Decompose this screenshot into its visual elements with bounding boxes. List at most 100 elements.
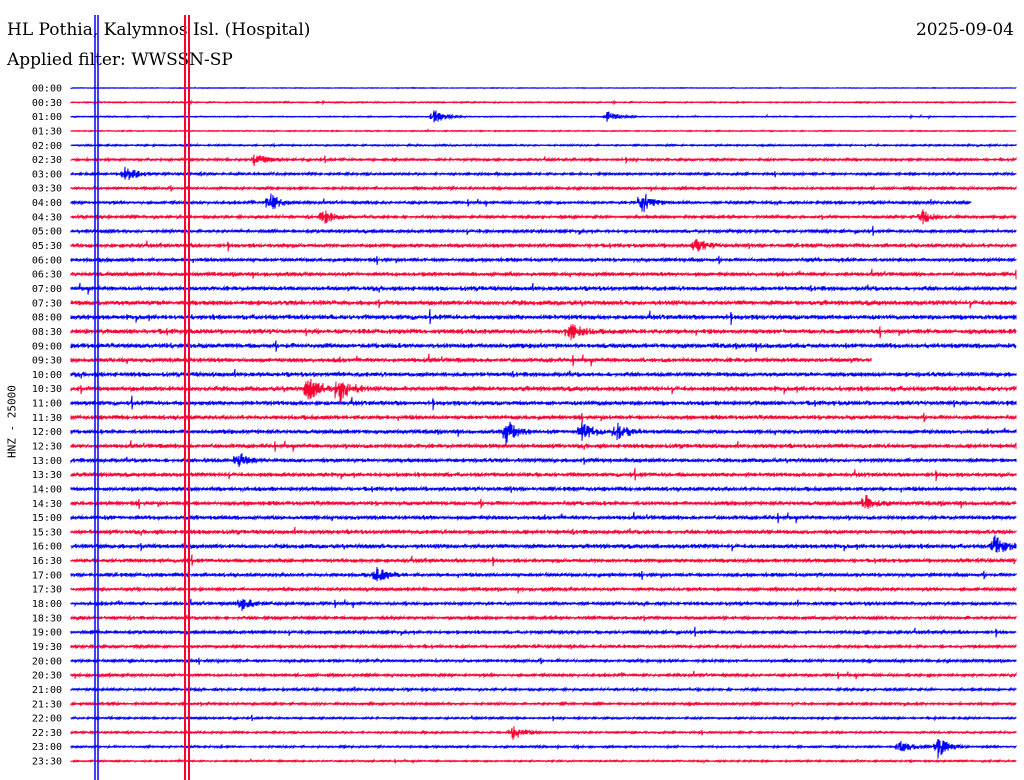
row-time-label: 20:30: [32, 671, 62, 682]
row-time-label: 00:00: [32, 84, 62, 95]
row-time-label: 01:30: [32, 126, 62, 137]
row-time-label: 15:00: [32, 513, 62, 524]
trace-2000: [70, 657, 1017, 665]
row-time-label: 06:30: [32, 270, 62, 281]
trace-2030: [70, 670, 1017, 680]
row-time-label: 08:00: [32, 313, 62, 324]
row-time-label: 15:30: [32, 527, 62, 538]
trace-2130: [70, 700, 1017, 707]
trace-0700: [70, 282, 1017, 295]
row-time-label: 16:00: [32, 542, 62, 553]
trace-1800: [70, 598, 1017, 612]
trace-0300: [70, 166, 1017, 180]
date-label: 2025-09-04: [915, 20, 1014, 40]
row-time-label: 05:30: [32, 241, 62, 252]
row-time-label: 17:00: [32, 570, 62, 581]
trace-1430: [70, 494, 1017, 510]
row-time-label: 02:30: [32, 155, 62, 166]
row-time-label: 23:30: [32, 757, 62, 768]
row-time-label: 12:00: [32, 427, 62, 438]
row-time-label: 04:30: [32, 212, 62, 223]
trace-0900: [70, 340, 1017, 352]
trace-1400: [70, 485, 1017, 494]
trace-0100: [70, 110, 1017, 123]
trace-1330: [70, 467, 1017, 482]
row-time-label: 14:30: [32, 499, 62, 510]
trace-0500: [70, 225, 1017, 236]
row-time-label: 09:30: [32, 356, 62, 367]
station-title: HL Pothia, Kalymnos Isl. (Hospital): [7, 20, 311, 40]
row-time-label: 01:00: [32, 112, 62, 123]
row-time-label: 21:00: [32, 685, 62, 696]
trace-0030: [70, 99, 1017, 106]
row-time-label: 10:30: [32, 384, 62, 395]
row-time-label: 13:30: [32, 470, 62, 481]
trace-0830: [70, 323, 1017, 341]
trace-1030: [70, 378, 1017, 403]
filter-label: Applied filter: WWSSN-SP: [7, 50, 233, 70]
row-time-label: 14:00: [32, 484, 62, 495]
row-time-label: 02:00: [32, 141, 62, 152]
trace-1830: [70, 614, 1017, 622]
row-time-label: 00:30: [32, 98, 62, 109]
trace-0400: [70, 193, 972, 213]
trace-0000: [70, 86, 1017, 90]
row-time-label: 08:30: [32, 327, 62, 338]
row-time-label: 03:30: [32, 184, 62, 195]
trace-1200: [70, 421, 1017, 447]
trace-0630: [70, 268, 1017, 280]
row-time-label: 22:30: [32, 728, 62, 739]
trace-1000: [70, 368, 1017, 379]
row-time-label: 23:00: [32, 742, 62, 753]
trace-0930: [70, 353, 872, 367]
trace-1100: [70, 395, 1017, 411]
trace-1500: [70, 511, 1017, 524]
row-time-label: 18:00: [32, 599, 62, 610]
row-time-label: 17:30: [32, 585, 62, 596]
row-time-label: 11:30: [32, 413, 62, 424]
row-time-label: 22:00: [32, 714, 62, 725]
row-time-label: 21:30: [32, 699, 62, 710]
row-time-label: 04:00: [32, 198, 62, 209]
row-time-label: 12:30: [32, 442, 62, 453]
row-time-label: 05:00: [32, 227, 62, 238]
row-time-label: 07:00: [32, 284, 62, 295]
trace-1530: [70, 526, 1017, 536]
row-time-label: 03:00: [32, 169, 62, 180]
trace-1130: [70, 412, 1017, 424]
trace-2100: [70, 686, 1017, 693]
row-time-label: 06:00: [32, 255, 62, 266]
row-time-label: 09:00: [32, 341, 62, 352]
trace-0530: [70, 239, 1017, 252]
trace-0130: [70, 128, 1017, 134]
row-time-label: 16:30: [32, 556, 62, 567]
trace-1730: [70, 585, 1017, 594]
trace-1700: [70, 566, 1017, 582]
row-time-label: 19:30: [32, 642, 62, 653]
trace-2300: [70, 738, 1017, 759]
row-time-label: 11:00: [32, 399, 62, 410]
row-time-label: 13:00: [32, 456, 62, 467]
trace-1300: [70, 453, 1017, 467]
trace-0200: [70, 142, 1017, 149]
trace-0730: [70, 299, 1017, 309]
row-time-label: 19:00: [32, 628, 62, 639]
trace-0600: [70, 255, 1017, 265]
row-time-label: 18:30: [32, 613, 62, 624]
trace-0330: [70, 184, 1017, 192]
trace-1600: [70, 535, 1017, 553]
trace-2230: [70, 726, 1017, 740]
trace-1900: [70, 626, 1017, 638]
row-time-label: 20:00: [32, 656, 62, 667]
trace-2330: [70, 757, 1017, 765]
trace-2200: [70, 714, 1017, 722]
row-time-label: 10:00: [32, 370, 62, 381]
trace-0430: [70, 209, 1017, 225]
trace-1630: [70, 554, 1017, 567]
row-time-label: 07:30: [32, 298, 62, 309]
trace-1230: [70, 440, 1017, 452]
trace-1930: [70, 643, 1017, 650]
trace-0230: [70, 154, 1017, 167]
trace-0800: [70, 308, 1017, 325]
